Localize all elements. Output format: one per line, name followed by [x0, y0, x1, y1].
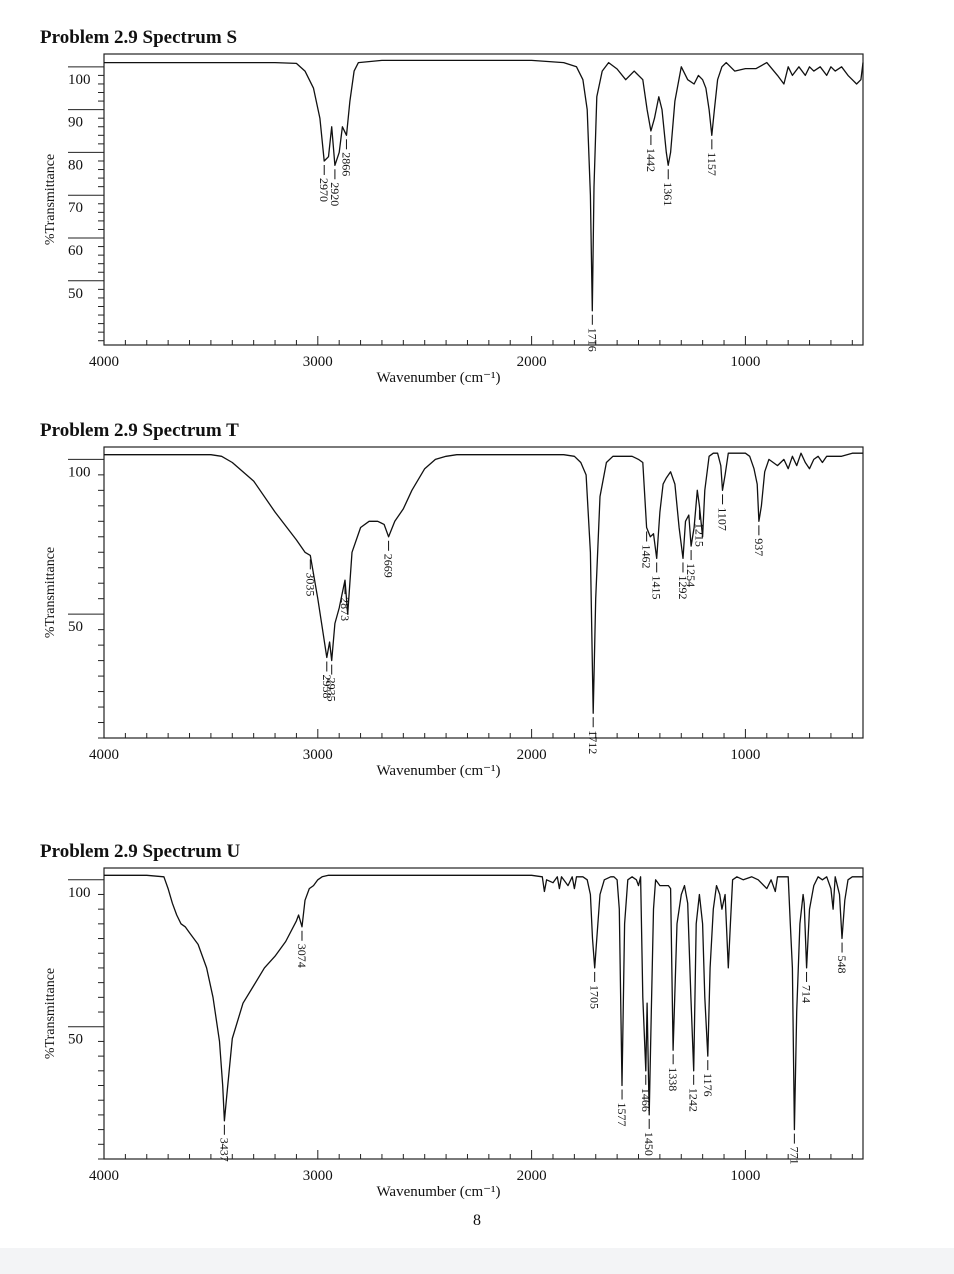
- x-axis-label: Wavenumber (cm⁻¹): [376, 763, 500, 779]
- page-bottom-band: [0, 1248, 954, 1274]
- peak-label: 2935: [325, 678, 339, 702]
- peak-label: 1254: [684, 563, 698, 587]
- chart-spectrum-t: 4000 3000 2000 1000 Wavenumber (cm⁻¹) 100 50 %T…: [43, 446, 864, 779]
- chart-spectrum-s: 4000 3000 2000 1000 Wavenumber (cm⁻¹) 100 90 80…: [43, 53, 864, 386]
- x-tick-label: 3000: [303, 1168, 333, 1184]
- peak-label: 937: [752, 538, 766, 556]
- y-tick-label: 50: [68, 619, 83, 635]
- peak-label: 2970: [317, 178, 331, 202]
- peak-label: 1107: [716, 507, 730, 531]
- peak-label: 1361: [661, 182, 675, 206]
- peak-label: 1462: [640, 544, 654, 568]
- peak-label: 1415: [650, 575, 664, 599]
- peak-label: 1705: [588, 985, 602, 1009]
- peak-label: 3074: [295, 944, 309, 968]
- peak-label: 1338: [666, 1067, 680, 1091]
- peak-label: 2866: [339, 152, 353, 176]
- x-tick-label: 2000: [517, 354, 547, 370]
- x-tick-label: 3000: [303, 354, 333, 370]
- peak-label: 1215: [692, 523, 706, 547]
- peak-label: 1577: [615, 1103, 629, 1127]
- spectrum-trace: [104, 59, 864, 312]
- peak-label: 1716: [585, 328, 599, 352]
- y-tick-label: 50: [68, 286, 83, 302]
- x-tick-label: 1000: [730, 354, 760, 370]
- x-axis-label: Wavenumber (cm⁻¹): [376, 370, 500, 386]
- x-tick-label: 2000: [517, 1168, 547, 1184]
- peak-label: 2958: [320, 675, 334, 699]
- y-tick-label: 50: [68, 1032, 83, 1048]
- x-tick-label: 1000: [730, 747, 760, 763]
- peak-label: 3035: [303, 572, 317, 596]
- x-tick-label: 4000: [89, 747, 119, 763]
- peak-label: 1442: [644, 148, 658, 172]
- chart-title-spectrum-u: Problem 2.9 Spectrum U: [40, 841, 241, 862]
- peak-label: 3437: [217, 1138, 231, 1162]
- y-tick-label: 90: [68, 115, 83, 131]
- x-tick-label: 4000: [89, 1168, 119, 1184]
- spectrum-trace: [104, 452, 863, 714]
- peak-label: 714: [800, 985, 814, 1003]
- y-tick-label: 100: [68, 885, 91, 901]
- peak-label: 1450: [642, 1132, 656, 1156]
- peak-label: 548: [835, 956, 849, 974]
- chart-title-spectrum-s: Problem 2.9 Spectrum S: [40, 27, 238, 48]
- x-tick-label: 4000: [89, 354, 119, 370]
- x-tick-label: 3000: [303, 747, 333, 763]
- y-tick-label: 80: [68, 157, 83, 173]
- x-tick-label: 1000: [730, 1168, 760, 1184]
- y-tick-label: 60: [68, 243, 83, 259]
- spectrum-trace: [104, 874, 863, 1131]
- y-axis-label: %Transmittance: [43, 154, 58, 245]
- page-number: 8: [473, 1212, 481, 1229]
- peak-label: 2873: [338, 597, 352, 621]
- y-tick-label: 70: [68, 200, 83, 216]
- y-tick-label: 100: [68, 464, 91, 480]
- chart-title-spectrum-t: Problem 2.9 Spectrum T: [40, 420, 239, 441]
- peak-label: 771: [787, 1147, 801, 1165]
- peak-label: 1292: [676, 575, 690, 599]
- y-tick-label: 100: [68, 72, 91, 88]
- plot-frame: [103, 867, 864, 1160]
- y-axis-label: %Transmittance: [43, 547, 58, 638]
- peak-label: 1466: [639, 1088, 653, 1112]
- peak-label: 2669: [382, 554, 396, 578]
- y-axis-label: %Transmittance: [43, 968, 58, 1059]
- plot-frame: [103, 446, 864, 739]
- chart-spectrum-u: 4000 3000 2000 1000 Wavenumber (cm⁻¹) 100 50 %T…: [43, 867, 864, 1200]
- peak-label: 1157: [705, 152, 719, 176]
- peak-label: 1242: [687, 1088, 701, 1112]
- x-axis-label: Wavenumber (cm⁻¹): [376, 1184, 500, 1200]
- x-tick-label: 2000: [517, 747, 547, 763]
- peak-label: 1712: [586, 730, 600, 754]
- peak-label: 1176: [701, 1073, 715, 1097]
- peak-label: 2920: [328, 182, 342, 206]
- plot-frame: [103, 53, 864, 346]
